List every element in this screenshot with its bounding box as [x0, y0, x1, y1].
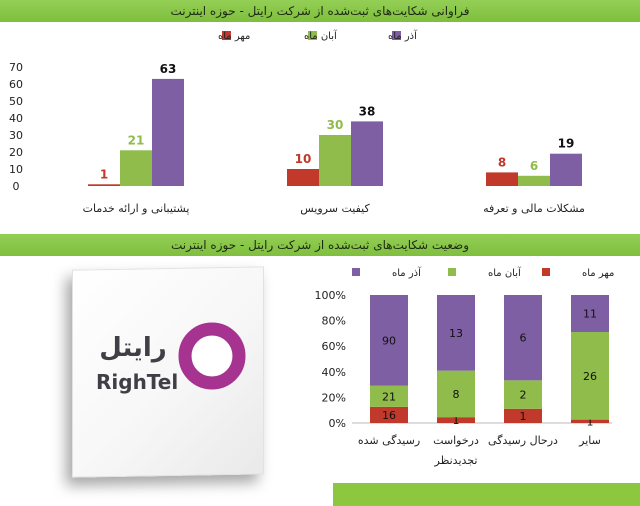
legend-label: آبان ماه [304, 29, 338, 42]
bar [518, 175, 550, 186]
stack-segment [571, 419, 609, 423]
y-tick-label: 20% [322, 391, 346, 404]
y-tick-label: 40 [9, 112, 23, 125]
segment-value-label: 90 [382, 334, 396, 347]
top-grouped-bar-chart: 0 10 20 30 40 50 60 70 مهر ماه آبان ماه آذر ماه 1 21… [9, 29, 585, 215]
category-label: مشکلات مالی و تعرفه [483, 202, 585, 215]
segment-value-label: 1 [587, 415, 594, 428]
logo-latin-text: RighTel [96, 370, 179, 394]
category-label: درخواست [433, 434, 479, 447]
legend-label: آذر ماه [388, 29, 418, 42]
bar-value-label: 21 [128, 133, 145, 147]
legend-swatch [392, 31, 401, 40]
segment-value-label: 1 [520, 410, 527, 423]
category-label: رسیدگی شده [358, 434, 420, 447]
bar-value-label: 1 [100, 167, 108, 181]
bar-value-label: 10 [295, 152, 312, 166]
segment-value-label: 6 [520, 332, 527, 345]
stack-segment [504, 408, 542, 423]
bar [319, 135, 351, 186]
bottom-chart-title: وضعیت شکایت‌های ثبت‌شده از شرکت رایتل - … [0, 234, 640, 256]
stack-segment [370, 295, 408, 386]
segment-value-label: 2 [520, 389, 527, 402]
segment-value-label: 13 [449, 327, 463, 340]
stack-segment [504, 295, 542, 381]
category-label: سایر [578, 434, 601, 447]
y-tick-label: 70 [9, 61, 23, 74]
stack-segment [437, 295, 475, 371]
bar-value-label: 30 [327, 118, 344, 132]
y-tick-label: 60% [322, 340, 346, 353]
top-chart-title: فراوانی شکایت‌های ثبت‌شده از شرکت رایتل … [0, 0, 640, 22]
y-tick-label: 40% [322, 366, 346, 379]
bar-value-label: 19 [558, 137, 575, 151]
legend-label: مهر ماه [218, 31, 250, 42]
footer-green-strip [333, 483, 640, 506]
bar-value-label: 8 [498, 155, 506, 169]
bar [287, 169, 319, 186]
bar-value-label: 63 [160, 62, 177, 76]
logo-persian-text: رایتل [99, 333, 167, 363]
stack-segment [370, 406, 408, 423]
y-tick-label: 100% [315, 289, 346, 302]
category-label: کیفیت سرویس [300, 202, 370, 215]
legend-swatch [222, 31, 231, 40]
segment-value-label: 26 [583, 370, 597, 383]
legend-label: مهر ماه [582, 268, 614, 279]
stack-segment [437, 417, 475, 423]
bar [88, 184, 120, 186]
bar [120, 150, 152, 186]
segment-value-label: 11 [583, 308, 597, 321]
legend-label: آذر ماه [392, 266, 422, 279]
y-tick-label: 0 [13, 180, 20, 193]
category-label: پشتیبانی و ارائه خدمات [83, 202, 190, 215]
y-tick-label: 10 [9, 163, 23, 176]
stack-segment [370, 385, 408, 407]
bar [152, 78, 184, 186]
y-tick-label: 0% [329, 417, 346, 430]
category-label: تجدیدنظر [434, 454, 478, 467]
y-tick-label: 50 [9, 95, 23, 108]
legend-swatch [542, 268, 550, 276]
bar-value-label: 6 [530, 159, 538, 173]
y-tick-label: 30 [9, 129, 23, 142]
stack-segment [571, 332, 609, 420]
stack-segment [504, 380, 542, 409]
bar [550, 153, 582, 186]
legend-swatch [352, 268, 360, 276]
y-tick-label: 80% [322, 315, 346, 328]
stack-segment [571, 295, 609, 333]
segment-value-label: 8 [453, 388, 460, 401]
legend-swatch [448, 268, 456, 276]
legend-swatch [308, 31, 317, 40]
stack-segment [437, 370, 475, 418]
y-tick-label: 60 [9, 78, 23, 91]
bar-value-label: 38 [359, 104, 376, 118]
segment-value-label: 21 [382, 390, 396, 403]
bar [486, 172, 518, 186]
bar [351, 121, 383, 186]
segment-value-label: 16 [382, 409, 396, 422]
y-tick-label: 20 [9, 146, 23, 159]
legend-label: آبان ماه [488, 266, 522, 279]
category-label: درحال رسیدگی [488, 434, 558, 447]
segment-value-label: 1 [453, 414, 460, 427]
